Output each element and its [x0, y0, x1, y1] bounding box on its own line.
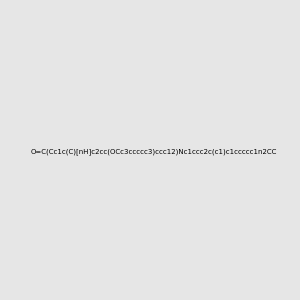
- Text: O=C(Cc1c(C)[nH]c2cc(OCc3ccccc3)ccc12)Nc1ccc2c(c1)c1ccccc1n2CC: O=C(Cc1c(C)[nH]c2cc(OCc3ccccc3)ccc12)Nc1…: [31, 148, 277, 155]
